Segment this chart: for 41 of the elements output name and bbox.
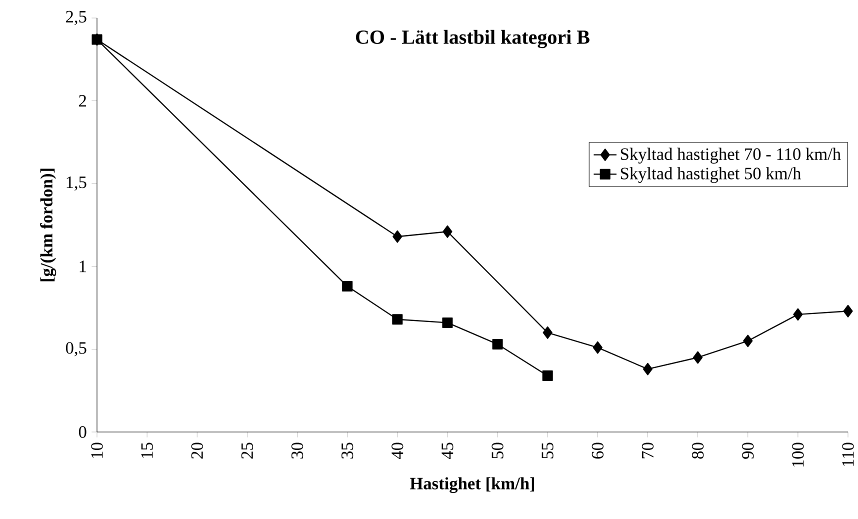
x-tick-label: 10 [91, 442, 103, 458]
point [342, 281, 353, 292]
point [592, 341, 602, 354]
x-tick-label: 40 [392, 442, 404, 460]
x-tick-label: 25 [241, 442, 254, 459]
y-tick-label: 2 [79, 95, 86, 107]
y-tick-label: 1 [80, 260, 86, 272]
x-tick-label: 70 [642, 442, 654, 458]
x-tick-label: 50 [492, 442, 504, 458]
point [442, 225, 452, 238]
text: CO - Lätt lastbil kategori B [356, 30, 590, 48]
y-tick-label: 2,5 [66, 10, 86, 26]
x-tick-label: 60 [592, 442, 604, 459]
x-tick-label: 15 [141, 442, 153, 458]
point [843, 304, 853, 318]
x-tick-label: 20 [191, 442, 203, 459]
point [492, 338, 503, 350]
x-tick-label: 45 [442, 442, 454, 460]
point [743, 334, 753, 348]
y-axis-title: [g/(km fordon)] [40, 168, 56, 282]
x-tick-label: 110 [842, 442, 854, 466]
x-tick-label: 35 [342, 442, 354, 459]
point [793, 308, 803, 321]
y-tick-label: 0,5 [66, 342, 86, 356]
y-tick-label: 0 [78, 426, 86, 438]
point [442, 317, 453, 328]
x-tick-label: 55 [542, 442, 554, 458]
point [392, 314, 403, 325]
legend-label: Skyltad hastighet 70 - 110 km/h [620, 148, 841, 164]
x-tick-label: 100 [792, 442, 804, 467]
x-tick-label: 90 [742, 442, 754, 459]
point [542, 326, 552, 339]
y-tick-label: 1,5 [66, 176, 86, 191]
x-axis-title: Hastighet [km/h] [410, 477, 534, 494]
x-tick-label: 80 [692, 442, 704, 459]
point [642, 362, 653, 376]
legend-label: Skyltad hastighet 50 km/h [620, 167, 802, 183]
point [542, 370, 553, 381]
point [693, 351, 703, 364]
x-tick-label: 30 [291, 442, 304, 459]
point [392, 230, 402, 243]
